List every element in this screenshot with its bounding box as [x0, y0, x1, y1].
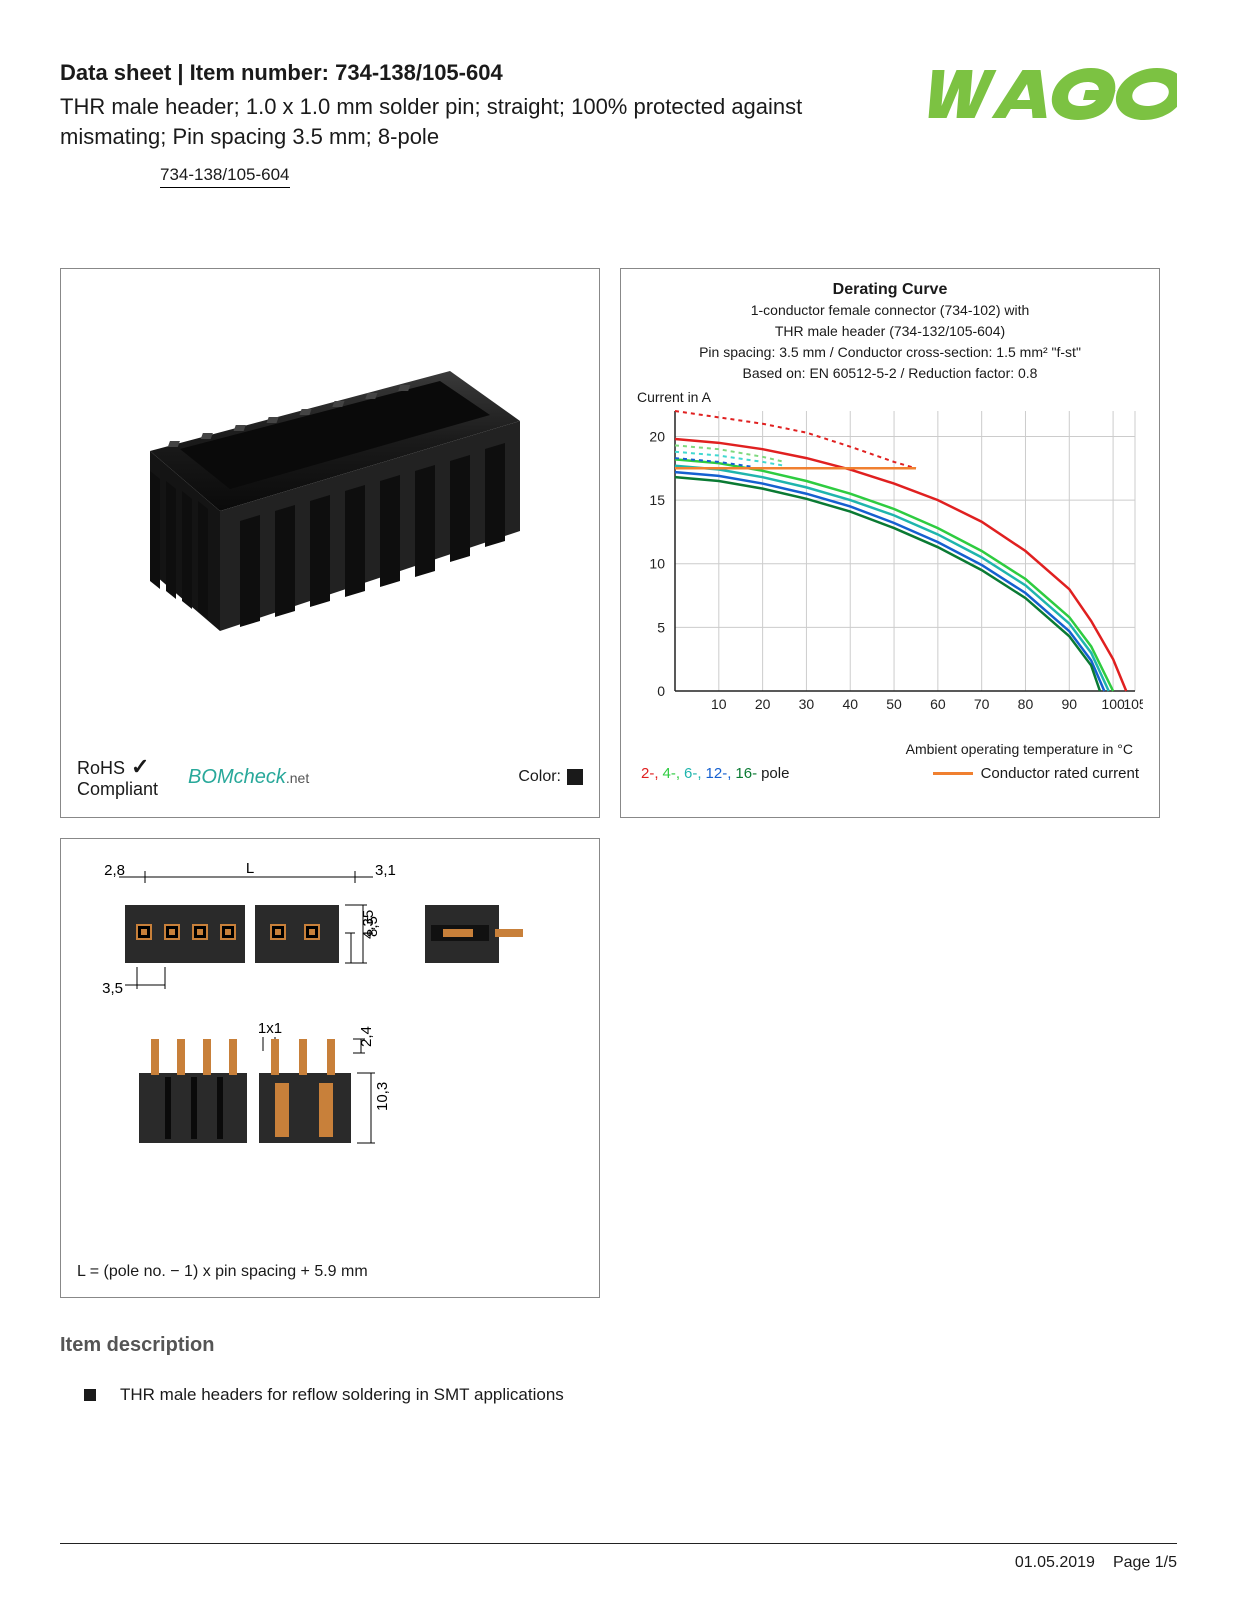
chart-sub1: 1-conductor female connector (734-102) w…: [633, 301, 1147, 320]
svg-text:20: 20: [649, 428, 665, 444]
svg-text:L: L: [246, 860, 254, 877]
svg-text:90: 90: [1061, 696, 1077, 712]
svg-text:4,35: 4,35: [360, 910, 377, 939]
svg-text:5: 5: [657, 619, 665, 635]
svg-text:3,5: 3,5: [102, 980, 123, 997]
header-text: Data sheet | Item number: 734-138/105-60…: [60, 60, 917, 188]
chart-title: Derating Curve: [633, 281, 1147, 299]
legend-pole-label: 4-,: [663, 765, 681, 782]
legend-pole-label: 2-,: [641, 765, 659, 782]
panels-row: RoHS ✓ Compliant BOMcheck.net Color: Dera…: [60, 268, 1177, 818]
rohs-line1: RoHS: [77, 758, 125, 778]
svg-text:3,1: 3,1: [375, 862, 396, 879]
chart-sub3: Pin spacing: 3.5 mm / Conductor cross-se…: [633, 343, 1147, 362]
chart-sub4: Based on: EN 60512-5-2 / Reduction facto…: [633, 364, 1147, 383]
svg-text:60: 60: [930, 696, 946, 712]
chart-sub2: THR male header (734-132/105-604): [633, 322, 1147, 341]
dimension-panel: L2,83,18,54,353,51x12,410,3 L = (pole no…: [60, 838, 600, 1298]
legend-rated-label: Conductor rated current: [981, 765, 1139, 782]
rohs-label: RoHS ✓ Compliant: [77, 755, 158, 799]
legend-rated: Conductor rated current: [933, 765, 1139, 782]
bullet-icon: [84, 1389, 96, 1401]
dimension-caption: L = (pole no. − 1) x pin spacing + 5.9 m…: [77, 1263, 368, 1281]
color-swatch: [567, 769, 583, 785]
bomcheck-text: BOMcheck: [188, 766, 286, 788]
wago-logo: [917, 60, 1177, 135]
color-label: Color:: [518, 768, 583, 786]
footer-line: [60, 1543, 1177, 1544]
legend-pole-label: 6-,: [684, 765, 702, 782]
svg-text:10,3: 10,3: [374, 1082, 391, 1111]
svg-text:0: 0: [657, 683, 665, 699]
subtitle: THR male header; 1.0 x 1.0 mm solder pin…: [60, 92, 840, 151]
title-item-number: 734-138/105-604: [335, 60, 503, 85]
chart-xlabel: Ambient operating temperature in °C: [906, 741, 1133, 757]
product-panel: RoHS ✓ Compliant BOMcheck.net Color:: [60, 268, 600, 818]
section-heading: Item description: [60, 1334, 1177, 1357]
dimension-drawing: L2,83,18,54,353,51x12,410,3: [75, 853, 585, 1253]
rohs-line2: Compliant: [77, 779, 158, 799]
svg-text:50: 50: [886, 696, 902, 712]
svg-text:10: 10: [649, 556, 665, 572]
footer-page: Page 1/5: [1113, 1554, 1177, 1572]
svg-text:15: 15: [649, 492, 665, 508]
compliance-row: RoHS ✓ Compliant BOMcheck.net Color:: [77, 755, 583, 799]
legend-poles: 2-, 4-, 6-, 12-, 16- pole: [641, 765, 789, 782]
item-link[interactable]: 734-138/105-604: [160, 165, 290, 188]
chart-panel: Derating Curve 1-conductor female connec…: [620, 268, 1160, 818]
legend-rated-line: [933, 772, 973, 775]
legend-pole-label: 12-,: [706, 765, 732, 782]
header: Data sheet | Item number: 734-138/105-60…: [60, 60, 1177, 188]
chart-ylabel: Current in A: [637, 389, 711, 405]
chart-legend: 2-, 4-, 6-, 12-, 16- pole Conductor rate…: [633, 765, 1147, 782]
color-text: Color:: [518, 768, 561, 786]
bomcheck-logo: BOMcheck.net: [188, 766, 309, 789]
legend-pole-suffix: pole: [761, 765, 789, 782]
footer-date: 01.05.2019: [1015, 1554, 1095, 1572]
svg-text:30: 30: [799, 696, 815, 712]
svg-text:2,8: 2,8: [104, 862, 125, 879]
chart-area: Current in A 102030405060708090100105051…: [633, 391, 1143, 721]
title-prefix: Data sheet | Item number:: [60, 60, 335, 85]
svg-text:70: 70: [974, 696, 990, 712]
product-image: [73, 281, 587, 721]
title-line: Data sheet | Item number: 734-138/105-60…: [60, 60, 917, 86]
svg-text:1x1: 1x1: [258, 1020, 282, 1037]
desc-text-1: THR male headers for reflow soldering in…: [120, 1385, 564, 1405]
svg-text:10: 10: [711, 696, 727, 712]
svg-text:20: 20: [755, 696, 771, 712]
footer: 01.05.2019 Page 1/5: [1015, 1554, 1177, 1572]
chart-svg: 10 20 30 40 50 60 70 80 90 100105 0 5 10 15 20: [633, 391, 1143, 721]
svg-text:105: 105: [1123, 696, 1143, 712]
bomcheck-suffix: .net: [286, 770, 309, 786]
desc-item-1: THR male headers for reflow soldering in…: [84, 1385, 1177, 1405]
svg-text:100: 100: [1101, 696, 1125, 712]
legend-pole-label: 16-: [735, 765, 757, 782]
svg-text:80: 80: [1018, 696, 1034, 712]
svg-text:40: 40: [842, 696, 858, 712]
check-icon: ✓: [131, 754, 149, 779]
